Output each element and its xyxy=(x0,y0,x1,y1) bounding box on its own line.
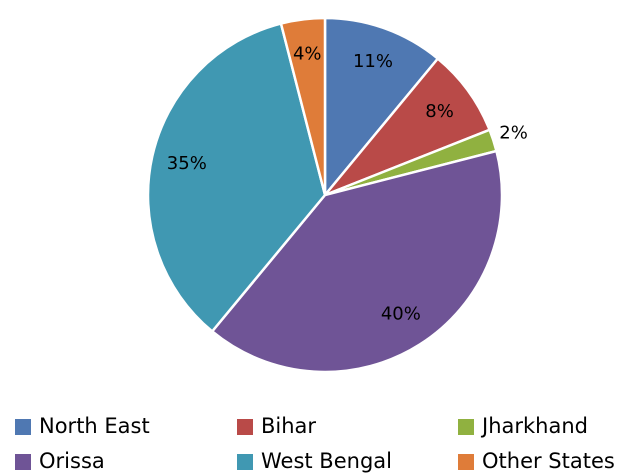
value-label: 8% xyxy=(425,101,454,122)
value-label: 40% xyxy=(381,304,421,325)
legend-label: West Bengal xyxy=(261,449,392,473)
legend-swatch xyxy=(15,454,31,470)
pie-slice xyxy=(323,16,440,199)
legend-label: Orissa xyxy=(39,449,105,473)
legend-swatch xyxy=(458,454,474,470)
legend-label: Other States xyxy=(482,449,615,473)
pie-slice xyxy=(279,16,327,196)
legend-label: Jharkhand xyxy=(480,414,588,438)
value-label: 35% xyxy=(167,153,207,174)
legend-swatch xyxy=(237,419,253,435)
legend-label: Bihar xyxy=(261,414,316,438)
legend-swatch xyxy=(458,419,474,435)
pie-slice xyxy=(324,56,492,197)
value-label: 2% xyxy=(499,123,528,144)
pie-slice xyxy=(146,22,327,334)
legend-label: North East xyxy=(39,414,150,438)
value-label: 4% xyxy=(293,44,322,65)
value-label: 11% xyxy=(353,51,393,72)
pie-slice xyxy=(210,149,504,374)
legend-swatch xyxy=(237,454,253,470)
legend-swatch xyxy=(15,419,31,435)
